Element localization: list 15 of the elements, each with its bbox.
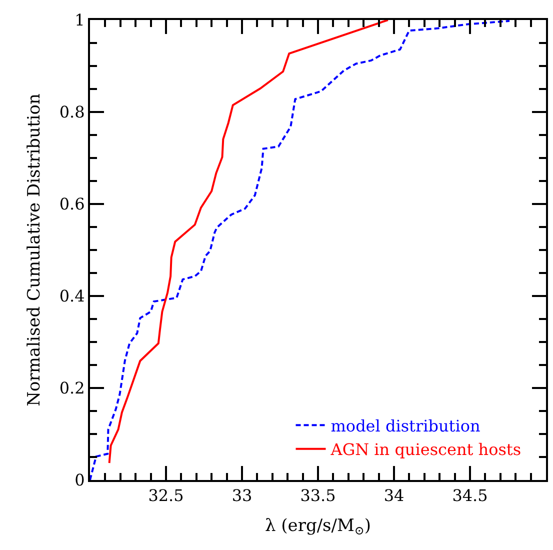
x-tick-label: 33	[232, 486, 252, 506]
x-axis-title: λ (erg/s/M$_{⊙}$)	[264, 516, 372, 538]
x-tick-label: 33.5	[300, 486, 336, 506]
x-tick-label: 32.5	[148, 486, 184, 506]
y-tick-label: 1	[74, 10, 85, 30]
y-tick-label: 0.6	[59, 194, 85, 214]
y-tick-label: 0.4	[59, 286, 85, 306]
y-tick-label: 0	[74, 470, 85, 490]
y-tick-label: 0.2	[59, 378, 85, 398]
x-tick-label: 34	[384, 486, 404, 506]
x-tick-label: 34.5	[452, 486, 488, 506]
legend-label: model distribution	[330, 416, 480, 436]
legend-label: AGN in quiescent hosts	[330, 440, 522, 460]
y-tick-label: 0.8	[59, 102, 85, 122]
y-axis-title: Normalised Cumulative Distribution	[24, 94, 44, 406]
